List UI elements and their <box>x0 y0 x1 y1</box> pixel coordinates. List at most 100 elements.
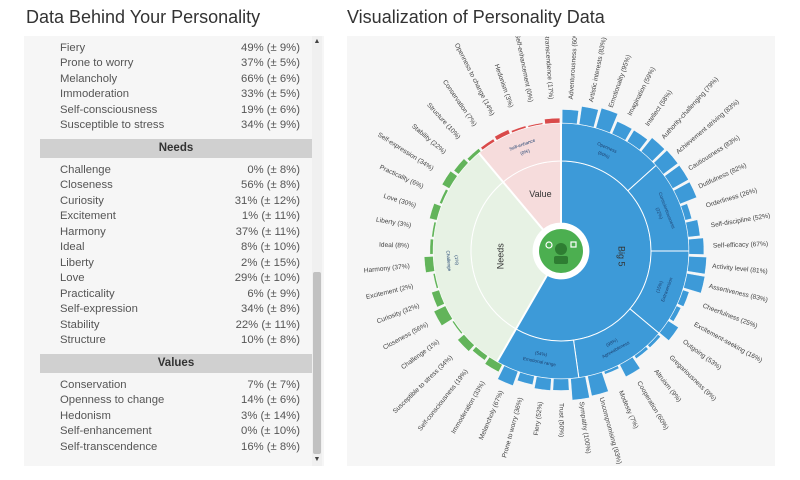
trait-label: Practicality (6%) <box>378 164 424 190</box>
trait-name: Hedonism <box>60 409 111 422</box>
trait-row: Fiery 49% (± 9%) <box>40 40 312 56</box>
trait-bar <box>669 305 682 322</box>
trait-name: Ideal <box>60 241 85 254</box>
trait-bar <box>484 356 503 373</box>
trait-value: 10% (± 8%) <box>241 334 300 347</box>
trait-name: Closeness <box>60 179 113 192</box>
trait-bar <box>534 376 552 391</box>
challenge-label: Challenge <box>445 250 452 271</box>
trait-row: Self-enhancement 0% (± 10%) <box>40 424 312 440</box>
left-panel-title: Data Behind Your Personality <box>26 7 261 27</box>
trait-label: Activity level (81%) <box>712 263 768 276</box>
trait-row: Excitement 1% (± 11%) <box>40 209 312 225</box>
trait-value: 0% (± 8%) <box>247 163 300 176</box>
center-logo-head <box>555 243 567 255</box>
trait-label: Uncompromising (93%) <box>598 397 623 465</box>
trait-bar <box>595 107 619 133</box>
trait-value: 8% (± 10%) <box>241 241 300 254</box>
trait-value: 33% (± 5%) <box>241 88 300 101</box>
trait-label: Stability (22%) <box>410 123 447 156</box>
trait-value: 2% (± 15%) <box>241 256 300 269</box>
trait-name: Challenge <box>60 163 111 176</box>
trait-bar <box>453 158 469 175</box>
trait-bar <box>439 188 449 205</box>
trait-label: Dutifulness (82%) <box>698 162 748 190</box>
trait-bar <box>687 256 707 275</box>
trait-name: Excitement <box>60 210 116 223</box>
trait-label: Susceptible to stress (34%) <box>392 354 455 415</box>
trait-bar <box>611 121 633 141</box>
trait-bar <box>452 320 463 335</box>
trait-label: Self-enhancement (0%) <box>513 36 534 103</box>
trait-label: Fiery (52%) <box>533 401 544 436</box>
value-label: Value <box>529 189 551 199</box>
trait-label: Harmony (37%) <box>363 263 410 275</box>
trait-bar <box>480 138 496 151</box>
trait-label: Self-transcendence (17%) <box>542 36 554 100</box>
trait-row: Hedonism 3% (± 14%) <box>40 408 312 424</box>
trait-bar <box>634 346 649 359</box>
personality-sunburst: Adventurousness (60%) Artistic interests … <box>363 36 770 465</box>
section-header-values: Values <box>40 354 312 373</box>
trait-value: 22% (± 11%) <box>235 318 300 331</box>
trait-bar <box>527 122 544 128</box>
trait-row: Self-transcendence 16% (± 8%) <box>40 439 312 455</box>
trait-label: Hedonism (3%) <box>493 63 515 108</box>
trait-row: Self-consciousness 19% (± 6%) <box>40 102 312 118</box>
trait-name: Conservation <box>60 378 127 391</box>
trait-row: Self-expression 34% (± 8%) <box>40 302 312 318</box>
trait-bar <box>429 238 434 255</box>
trait-bar <box>570 376 590 401</box>
trait-bar <box>664 165 689 189</box>
vertical-scrollbar[interactable]: ▲ ▼ <box>312 36 322 466</box>
trait-bar <box>619 356 641 377</box>
emotional-range-percent: (54%) <box>535 350 548 357</box>
trait-bar <box>510 125 527 133</box>
trait-name: Stability <box>60 318 100 331</box>
trait-value: 19% (± 6%) <box>241 103 300 116</box>
trait-bar <box>603 365 620 375</box>
trait-value: 49% (± 9%) <box>241 41 300 54</box>
challenge-percent: (1%) <box>454 255 460 266</box>
trait-label: Cheerfulness (25%) <box>701 303 758 330</box>
trait-row: Melancholy 66% (± 6%) <box>40 71 312 87</box>
trait-row: Practicality 6% (± 9%) <box>40 286 312 302</box>
trait-label: Structure (10%) <box>425 102 461 141</box>
personality-visualization-panel: Adventurousness (60%) Artistic interests … <box>347 36 775 466</box>
trait-label: Orderliness (26%) <box>705 187 758 209</box>
trait-name: Practicality <box>60 287 115 300</box>
trait-row: Love 29% (± 10%) <box>40 271 312 287</box>
trait-label: Outgoing (53%) <box>681 339 722 372</box>
trait-value: 1% (± 11%) <box>241 210 300 223</box>
trait-label: Altruism (9%) <box>652 368 682 403</box>
trait-value: 6% (± 9%) <box>247 287 300 300</box>
trait-row: Stability 22% (± 11%) <box>40 317 312 333</box>
trait-bar <box>653 150 679 175</box>
trait-bar <box>429 203 442 221</box>
needs-label: Needs <box>496 243 506 270</box>
trait-label: Achievement striving (83%) <box>675 99 741 156</box>
trait-label: Love (30%) <box>382 193 416 210</box>
trait-bar <box>587 372 609 397</box>
trait-bar <box>544 117 561 125</box>
trait-row: Susceptible to stress 34% (± 9%) <box>40 118 312 134</box>
scrollbar-thumb[interactable] <box>313 272 321 454</box>
trait-bar <box>457 334 475 352</box>
trait-bar <box>647 334 661 348</box>
trait-name: Fiery <box>60 41 86 54</box>
openness-percent: (60%) <box>597 150 611 160</box>
trait-value: 34% (± 8%) <box>241 303 300 316</box>
scroll-up-arrow-icon[interactable]: ▲ <box>313 38 321 45</box>
trait-row: Liberty 2% (± 15%) <box>40 255 312 271</box>
ring-separator <box>496 274 548 363</box>
trait-row: Prone to worry 37% (± 5%) <box>40 56 312 72</box>
trait-row: Conservation 7% (± 7%) <box>40 377 312 393</box>
trait-bar <box>640 137 665 162</box>
scroll-down-arrow-icon[interactable]: ▼ <box>313 456 321 463</box>
trait-name: Prone to worry <box>60 57 134 70</box>
trait-name: Liberty <box>60 256 94 269</box>
center-logo-square-icon <box>570 241 577 248</box>
trait-name: Self-consciousness <box>60 103 158 116</box>
trait-bar <box>494 129 511 141</box>
trait-list: Fiery 49% (± 9%) Prone to worry 37% (± 5%) M… <box>40 36 320 466</box>
